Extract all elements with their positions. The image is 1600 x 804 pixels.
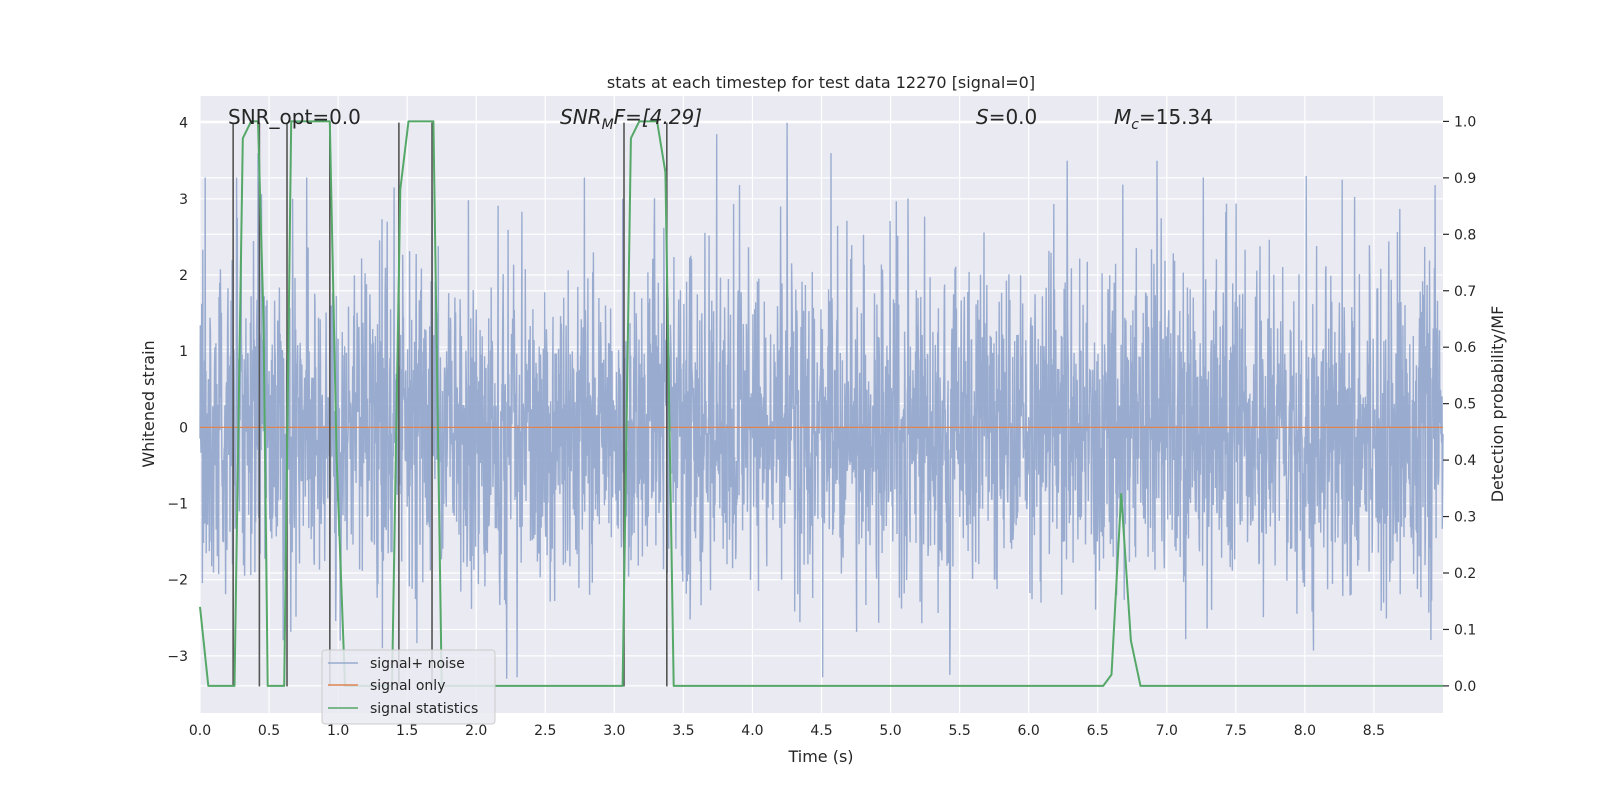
series-signal-statistics — [199, 120, 1443, 687]
x-tick-label-2: 1.0 — [327, 723, 349, 739]
y2-tick-label-0: 0.0 — [1454, 679, 1476, 695]
legend-label-signal-statistics: signal statistics — [370, 701, 478, 717]
y-tick-label-2: −1 — [167, 497, 188, 513]
mc-sub: c — [1131, 117, 1139, 133]
annotation-snr-mf: SNRMF=[4.29] — [560, 105, 702, 133]
y2-tick-label-5: 0.5 — [1454, 397, 1476, 413]
x-tick-label-5: 2.5 — [534, 723, 556, 739]
x-tick-label-13: 6.5 — [1087, 723, 1109, 739]
y-tick-label-6: 3 — [179, 192, 188, 208]
x-tick-label-0: 0.0 — [189, 723, 211, 739]
x-tick-label-6: 3.0 — [603, 723, 625, 739]
y-tick-label-1: −2 — [167, 573, 188, 589]
x-tick-label-7: 3.5 — [672, 723, 694, 739]
y-tick-label-3: 0 — [179, 420, 188, 436]
y2-tick-label-3: 0.3 — [1454, 510, 1476, 526]
y-tick-label-7: 4 — [179, 116, 188, 132]
x-tick-label-12: 6.0 — [1018, 723, 1040, 739]
mc-rest: =15.34 — [1139, 105, 1213, 129]
x-tick-label-1: 0.5 — [258, 723, 280, 739]
snr-mf-sub: M — [602, 117, 614, 133]
y2-tick-label-9: 0.9 — [1454, 171, 1476, 187]
x-tick-label-8: 4.0 — [741, 723, 763, 739]
x-tick-label-9: 4.5 — [810, 723, 832, 739]
signal-noise-line — [199, 122, 1444, 679]
y2-tick-label-6: 0.6 — [1454, 340, 1476, 356]
snr-mf-rest: F=[4.29] — [614, 105, 702, 129]
y2-tick-label-2: 0.2 — [1454, 566, 1476, 582]
y-axis-label: Whitened strain — [139, 340, 158, 467]
x-axis-label: Time (s) — [787, 747, 853, 766]
y2-tick-label-8: 0.8 — [1454, 227, 1476, 243]
y-tick-label-0: −3 — [167, 649, 188, 665]
signal-statistics-line — [199, 120, 1443, 687]
y2-tick-label-7: 0.7 — [1454, 284, 1476, 300]
y-tick-labels: −3 −2 −1 0 1 2 3 4 — [167, 116, 188, 665]
x-tick-label-14: 7.0 — [1156, 723, 1178, 739]
x-tick-label-17: 8.5 — [1363, 723, 1385, 739]
s-rest: =0.0 — [989, 105, 1038, 129]
x-tick-label-10: 5.0 — [879, 723, 901, 739]
y-tick-label-5: 2 — [179, 268, 188, 284]
annotation-s: S=0.0 — [976, 105, 1037, 129]
mc-base: M — [1114, 105, 1131, 129]
legend-box — [321, 649, 496, 725]
x-tick-label-16: 8.0 — [1294, 723, 1316, 739]
annotation-mc: Mc=15.34 — [1114, 105, 1213, 133]
y2-tick-label-4: 0.4 — [1454, 453, 1476, 469]
x-tick-labels: 0.0 0.5 1.0 1.5 2.0 2.5 3.0 3.5 4.0 4.5 5.0 5.5 6.0 6… — [189, 723, 1385, 739]
y-tick-label-4: 1 — [179, 344, 188, 360]
chart-title: stats at each timestep for test data 122… — [607, 73, 1035, 92]
y2-tick-labels: 0.0 0.1 0.2 0.3 0.4 0.5 0.6 0.7 0.8 0.9 1.0 — [1443, 114, 1476, 695]
x-tick-label-4: 2.0 — [465, 723, 487, 739]
x-tick-label-15: 7.5 — [1225, 723, 1247, 739]
series-signal-noise — [199, 122, 1444, 679]
y2-tick-label-1: 0.1 — [1454, 622, 1476, 638]
x-tick-label-11: 5.5 — [948, 723, 970, 739]
legend-label-signal-noise: signal+ noise — [370, 656, 465, 672]
s-italic: S — [976, 105, 989, 129]
y2-axis-label: Detection probability/MF — [1488, 306, 1507, 503]
snr-mf-base: SNR — [560, 105, 602, 129]
y2-tick-label-10: 1.0 — [1454, 114, 1476, 130]
x-tick-label-3: 1.5 — [396, 723, 418, 739]
legend-label-signal-only: signal only — [370, 678, 445, 694]
legend: signal+ noise signal only signal statist… — [321, 649, 496, 725]
annotation-snr-opt: SNR_opt=0.0 — [228, 105, 361, 129]
